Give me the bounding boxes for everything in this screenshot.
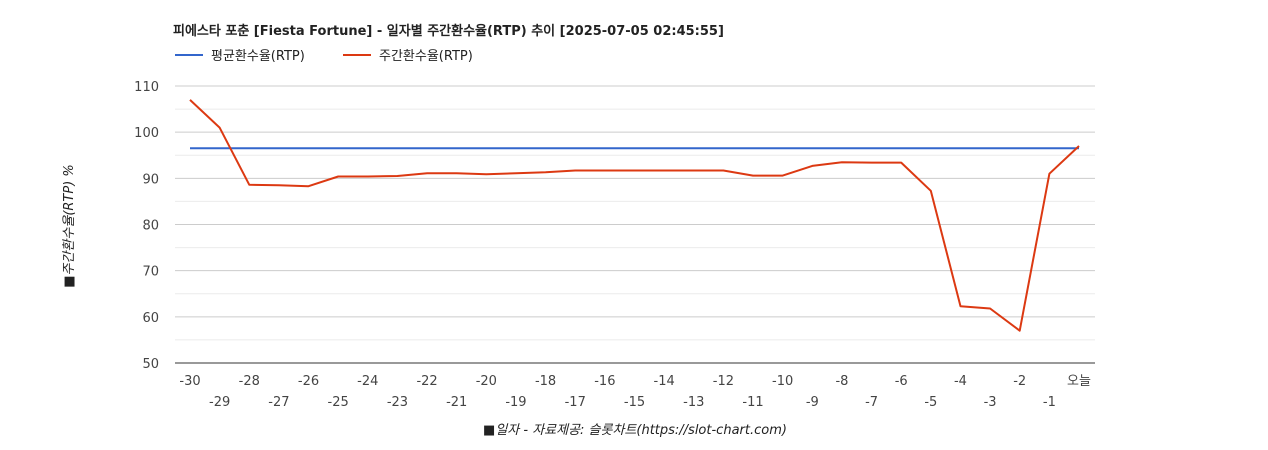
x-tick-label: -6: [895, 374, 908, 389]
legend: 평균환수율(RTP) 주간환수율(RTP): [175, 49, 473, 64]
x-tick-label: -23: [387, 395, 408, 410]
y-tick-label: 90: [142, 172, 159, 187]
x-tick-label: -13: [683, 395, 704, 410]
y-axis-ticks: 50 60 70 80 90 100 110: [134, 80, 159, 372]
x-tick-label: -28: [239, 374, 260, 389]
x-tick-label: -21: [446, 395, 467, 410]
x-tick-label: -3: [984, 395, 997, 410]
x-tick-label: -5: [924, 395, 937, 410]
x-tick-label: -22: [416, 374, 437, 389]
x-tick-label: -24: [357, 374, 378, 389]
x-tick-label: -26: [298, 374, 319, 389]
x-tick-label: -20: [476, 374, 497, 389]
chart-title: 피에스타 포춘 [Fiesta Fortune] - 일자별 주간환수율(RTP…: [173, 23, 724, 39]
x-tick-label: -25: [328, 395, 349, 410]
x-tick-label: -1: [1043, 395, 1056, 410]
legend-label-average: 평균환수율(RTP): [211, 49, 305, 64]
x-tick-label: -14: [654, 374, 675, 389]
x-axis-ticks: -30-29-28-27-26-25-24-23-22-21-20-19-18-…: [179, 374, 1091, 410]
legend-label-weekly: 주간환수율(RTP): [379, 49, 473, 64]
x-tick-label: -18: [535, 374, 556, 389]
y-tick-label: 110: [134, 80, 159, 95]
x-tick-label: -9: [806, 395, 819, 410]
x-tick-label: -4: [954, 374, 967, 389]
x-tick-label: -15: [624, 395, 645, 410]
x-tick-label: -29: [209, 395, 230, 410]
x-tick-label: -11: [742, 395, 763, 410]
x-tick-label: -30: [179, 374, 200, 389]
x-tick-label: -19: [505, 395, 526, 410]
x-tick-label: -27: [268, 395, 289, 410]
series: [189, 99, 1080, 332]
x-tick-label: -7: [865, 395, 878, 410]
x-tick-label: -8: [835, 374, 848, 389]
x-tick-label: -16: [594, 374, 615, 389]
x-tick-label: -12: [713, 374, 734, 389]
y-tick-label: 100: [134, 126, 159, 141]
series-line-weekly-rtp: [189, 99, 1080, 332]
x-tick-label: -10: [772, 374, 793, 389]
y-tick-label: 70: [142, 265, 159, 280]
x-axis-title: ■일자 - 자료제공: 슬롯차트(https://slot-chart.com): [483, 423, 787, 438]
y-tick-label: 60: [142, 311, 159, 326]
y-tick-label: 80: [142, 219, 159, 234]
x-tick-label: 오늘: [1067, 374, 1091, 389]
y-axis-title: ■주간환수율(RTP) %: [62, 164, 77, 288]
x-tick-label: -17: [565, 395, 586, 410]
x-tick-label: -2: [1013, 374, 1026, 389]
y-tick-label: 50: [142, 357, 159, 372]
gridlines: [175, 85, 1095, 364]
